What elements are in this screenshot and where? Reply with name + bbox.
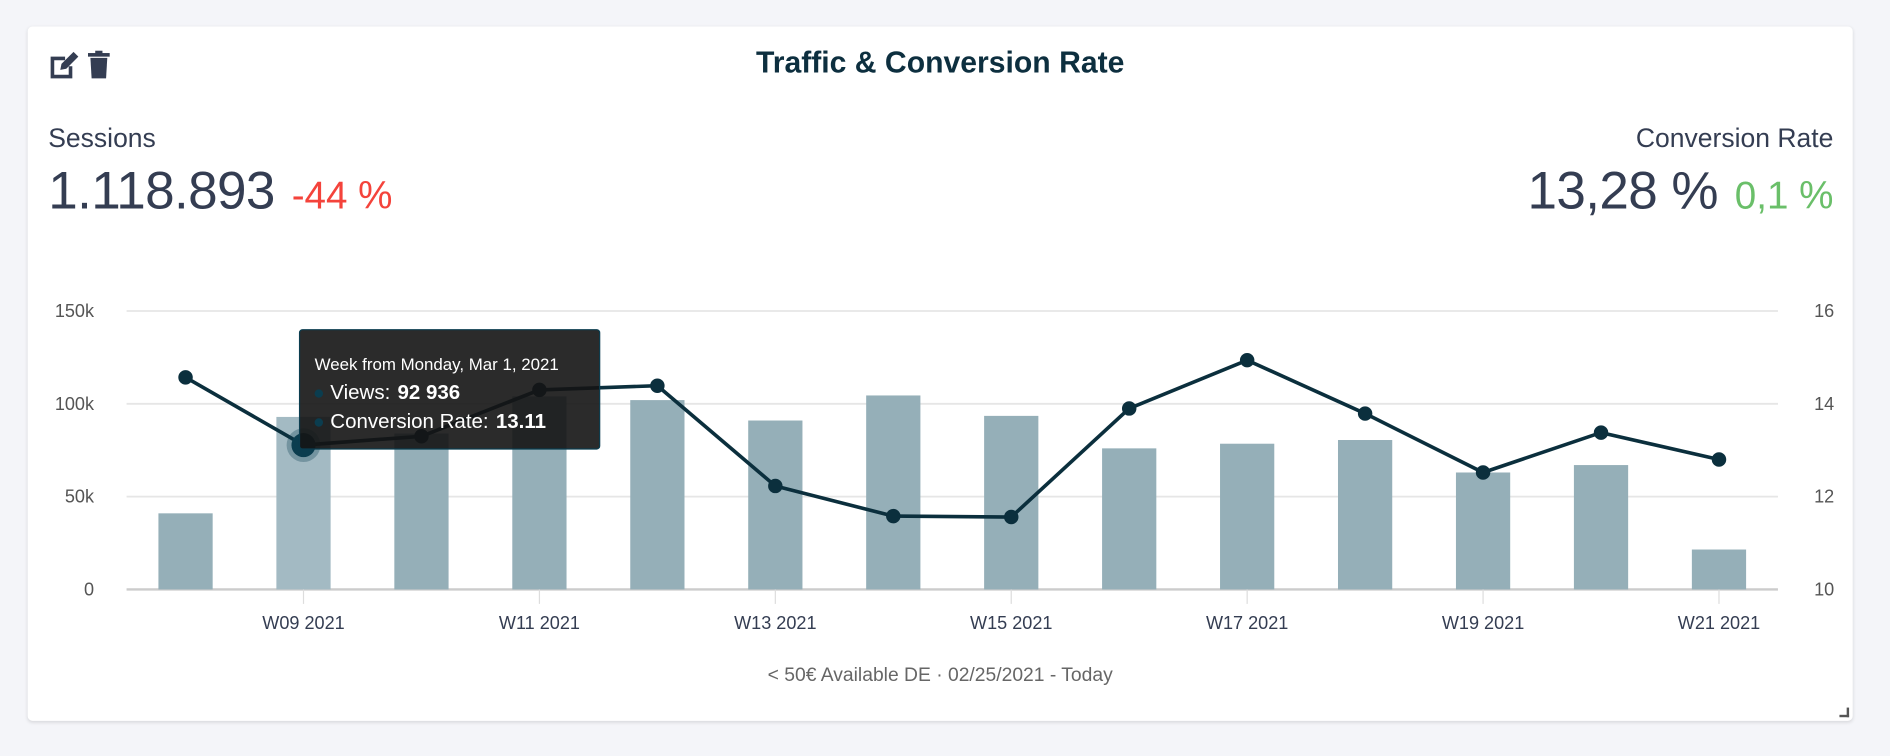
bar [1691, 549, 1747, 590]
x-tick-label: W21 2021 [1678, 613, 1760, 633]
bar [1220, 443, 1275, 590]
resize-handle[interactable] [1839, 707, 1850, 718]
sessions-delta: -44 % [291, 173, 393, 217]
x-tick-label: W09 2021 [262, 613, 344, 633]
chart-tooltip: Week from Monday, Mar 1, 2021 Views: 92 … [298, 329, 601, 450]
y-left-tick-label: 100k [55, 394, 95, 414]
conversion-rate-value: 13,28 % [1527, 161, 1718, 221]
bar [866, 395, 921, 590]
y-right-tick-label: 14 [1814, 394, 1834, 414]
sessions-value: 1.118.893 [48, 161, 275, 221]
x-tick-label: W11 2021 [499, 613, 580, 633]
bar [748, 420, 803, 590]
line-point [1593, 425, 1609, 440]
x-tick-label: W13 2021 [734, 613, 816, 633]
cr-dot-icon [314, 417, 324, 427]
bar [630, 400, 685, 590]
y-left-tick-label: 150k [55, 301, 95, 321]
line-point [650, 378, 665, 393]
x-tick-label: W17 2021 [1206, 613, 1288, 633]
line-point [1239, 352, 1255, 368]
edit-icon[interactable] [48, 51, 79, 80]
line-point [768, 478, 783, 494]
bar [1102, 448, 1157, 590]
y-right-tick-label: 12 [1814, 487, 1834, 507]
conversion-rate-kpi: 13,28 % 0,1 % [1527, 162, 1833, 222]
chart-footer: < 50€ Available DE · 02/25/2021 - Today [767, 665, 1113, 686]
line-point [1357, 406, 1373, 421]
line-point [178, 370, 193, 385]
chart-title: Traffic & Conversion Rate [755, 45, 1125, 80]
bar [1337, 440, 1393, 590]
trash-icon[interactable] [87, 50, 111, 80]
tooltip-cr-value: 13.11 [495, 409, 546, 433]
sessions-kpi: 1.118.893 -44 % [48, 162, 392, 222]
conversion-rate-label: Conversion Rate [1635, 122, 1834, 154]
x-tick-label: W19 2021 [1442, 613, 1524, 633]
y-right-tick-label: 10 [1814, 579, 1834, 599]
line-point [1121, 401, 1137, 416]
tooltip-views-value: 92 936 [397, 380, 461, 404]
y-left-tick-label: 50k [65, 487, 95, 507]
line-point [1475, 465, 1491, 480]
conversion-rate-delta: 0,1 % [1734, 173, 1834, 217]
line-point [886, 508, 901, 524]
tooltip-header: Week from Monday, Mar 1, 2021 [314, 354, 559, 374]
bar [394, 433, 449, 590]
line-point [1004, 509, 1019, 525]
bar [984, 415, 1039, 590]
bar [1455, 472, 1511, 590]
tooltip-views-label: Views: [330, 380, 391, 404]
bar [1573, 465, 1629, 590]
y-right-tick-label: 16 [1814, 301, 1834, 321]
x-tick-label: W15 2021 [970, 613, 1052, 633]
y-left-tick-label: 0 [84, 579, 94, 599]
views-dot-icon [314, 388, 324, 398]
bar [158, 513, 213, 590]
sessions-label: Sessions [48, 122, 156, 154]
line-point [1711, 452, 1727, 467]
tooltip-cr-label: Conversion Rate: [330, 409, 489, 433]
